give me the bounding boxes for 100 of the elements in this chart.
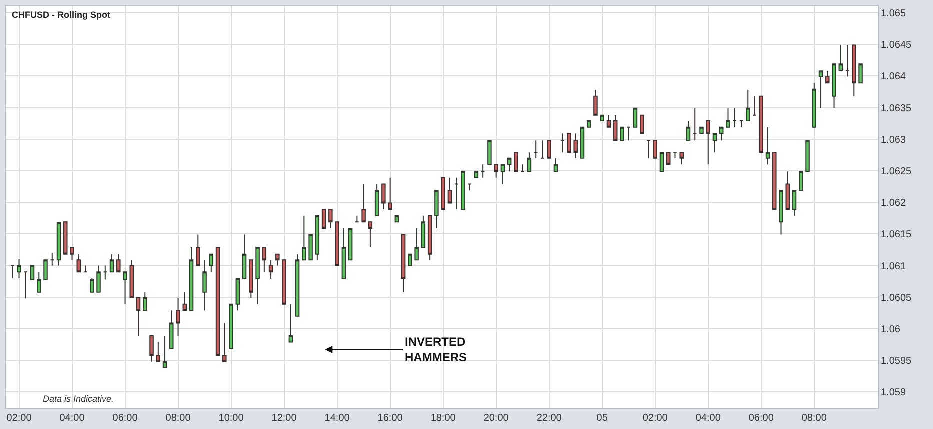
candlestick [527, 152, 532, 172]
candlestick [812, 82, 817, 128]
candlestick [428, 215, 432, 261]
candlestick [772, 152, 777, 210]
candlestick [236, 278, 240, 312]
x-tick-label: 22:00 [536, 413, 562, 424]
candlestick [170, 310, 174, 350]
x-tick-label: 18:00 [430, 413, 456, 424]
x-tick-label: 04:00 [60, 413, 86, 424]
candlestick [116, 254, 121, 273]
candlestick [10, 265, 15, 279]
candlestick [37, 272, 42, 293]
candlestick [732, 108, 737, 128]
candlestick [322, 209, 326, 229]
candlestick [454, 177, 459, 210]
candlestick [494, 164, 498, 178]
y-tick-label: 1.0625 [881, 166, 912, 178]
candlestick [368, 222, 373, 248]
candlestick [779, 190, 784, 236]
y-tick-label: 1.0635 [881, 103, 912, 114]
candlestick [660, 152, 664, 172]
candlestick [700, 126, 704, 134]
x-tick-label: 08:00 [802, 413, 828, 424]
candlestick [342, 228, 346, 280]
candlestick [792, 190, 797, 216]
x-tick-label: 06:00 [112, 413, 138, 424]
candlestick [76, 254, 82, 273]
y-tick-label: 1.0605 [881, 292, 912, 304]
y-tick-label: 1.0645 [881, 40, 912, 52]
candlestick [30, 265, 35, 280]
candlestick [441, 177, 446, 210]
candlestick [44, 260, 48, 280]
candlestick [150, 335, 154, 362]
candlestick [209, 254, 214, 273]
candlestick [613, 114, 618, 142]
y-tick-label: 1.065 [881, 8, 906, 20]
candlestick [302, 215, 306, 261]
y-tick-label: 1.064 [881, 72, 906, 83]
candlestick [838, 44, 844, 71]
candlestick [162, 335, 168, 368]
y-tick-label: 1.063 [881, 134, 906, 146]
x-tick-label: 06:00 [748, 413, 774, 424]
candlestick [480, 164, 486, 178]
candlestick [83, 265, 88, 273]
candlestick [156, 342, 161, 362]
candlestick [680, 152, 684, 166]
candlestick [488, 140, 492, 166]
candlestick [580, 126, 585, 159]
candlestick [96, 265, 101, 293]
candlestick [726, 108, 730, 128]
x-tick-label: 10:00 [218, 413, 244, 424]
candlestick [799, 171, 804, 192]
candlestick [520, 164, 525, 172]
candlestick [633, 108, 638, 128]
candlestick [308, 234, 313, 261]
candlestick [56, 222, 62, 266]
candlestick [653, 140, 658, 159]
candlestick [547, 140, 552, 159]
candlestick [90, 278, 94, 293]
candlestick [746, 90, 750, 122]
candlestick [401, 234, 406, 293]
candlestick [70, 246, 74, 261]
y-tick-label: 1.0615 [881, 230, 912, 241]
candlestick [826, 70, 830, 84]
candlestick [176, 298, 180, 336]
candlestick [434, 190, 439, 229]
candlestick [474, 171, 479, 178]
candlestick [229, 304, 234, 350]
candlestick [461, 171, 466, 210]
candlestick [554, 158, 558, 172]
text: CHFUSD - Rolling Spot [12, 10, 110, 20]
candlestick [766, 126, 770, 166]
candlestick [468, 184, 472, 192]
candlestick [673, 152, 678, 159]
candlestick [242, 234, 247, 280]
candlestick [560, 133, 565, 154]
candlestick [586, 120, 592, 128]
candlestick [196, 234, 200, 266]
x-tick-label: 08:00 [166, 413, 192, 424]
candlestick [606, 114, 612, 128]
candlestick [646, 140, 651, 159]
candlestick [136, 298, 141, 336]
candlestick [500, 164, 506, 185]
annotation: Data is Indicative. [43, 394, 114, 404]
candlestick [17, 258, 22, 279]
candlestick [514, 152, 518, 172]
candlestick [686, 120, 691, 142]
x-tick-label: 02:00 [642, 413, 668, 424]
candlestick [130, 260, 134, 299]
candlestick [362, 184, 366, 223]
candlestick [382, 184, 386, 210]
candlestick [282, 260, 286, 305]
candlestick [295, 254, 300, 317]
candlestick [123, 272, 128, 305]
candlestick [626, 126, 631, 142]
x-tick-label: 20:00 [484, 413, 510, 424]
candlestick [335, 222, 340, 266]
candlestick [739, 120, 744, 128]
candlestick [574, 133, 578, 159]
x-tick-label: 05 [596, 413, 608, 424]
